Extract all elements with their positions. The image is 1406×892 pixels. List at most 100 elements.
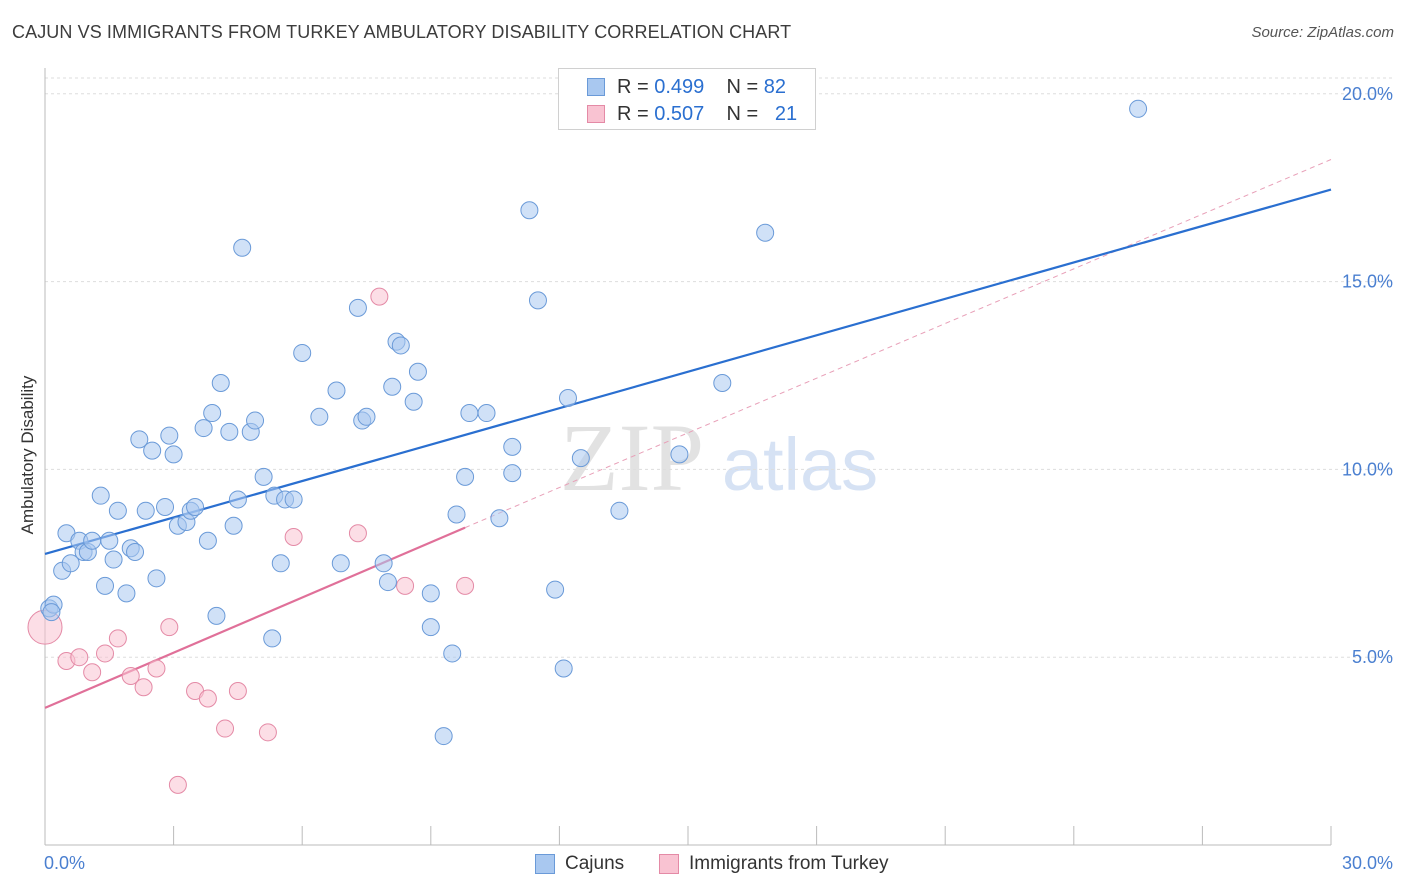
cajuns-point	[378, 573, 397, 592]
cajuns-point	[331, 554, 350, 573]
bottom-legend-swatch-turkey	[659, 854, 679, 874]
cajuns-point	[456, 467, 475, 486]
trend-layer	[44, 159, 1332, 709]
legend-n-value: 21	[774, 102, 798, 125]
cajuns-point	[233, 238, 252, 257]
cajuns-point	[310, 407, 329, 426]
cajuns-point	[293, 343, 312, 362]
turkey-point	[396, 576, 415, 595]
cajuns-point	[96, 576, 115, 595]
cajuns-point	[383, 377, 402, 396]
cajuns-point	[348, 298, 367, 317]
x-tick-label: 0.0%	[44, 853, 85, 873]
turkey-point	[96, 644, 115, 663]
turkey-point	[168, 775, 187, 794]
cajuns-point	[147, 569, 166, 588]
grid-layer	[45, 77, 1395, 658]
cajuns-point	[558, 389, 577, 408]
turkey-point	[228, 682, 247, 700]
legend-r-value: 0.499	[654, 75, 705, 98]
watermark: ZIP atlas	[560, 404, 878, 511]
cajuns-trend-line	[44, 188, 1332, 555]
x-tick-label: 30.0%	[1342, 853, 1393, 873]
cajuns-point	[126, 543, 145, 562]
cajuns-point	[408, 362, 427, 381]
cajuns-point	[477, 404, 496, 423]
cajuns-point	[434, 727, 453, 746]
cajuns-point	[357, 407, 376, 426]
cajuns-point	[117, 584, 136, 603]
cajuns-point	[421, 618, 440, 637]
legend-r-value: 0.507	[654, 102, 705, 125]
cajuns-point	[546, 580, 565, 599]
cajuns-point	[404, 392, 423, 411]
legend-swatch-cajuns	[587, 78, 605, 96]
bottom-legend-label-turkey: Immigrants from Turkey	[689, 853, 889, 874]
turkey-point	[348, 524, 367, 543]
legend-swatch-turkey	[587, 105, 605, 123]
cajuns-point	[756, 223, 775, 242]
axis-layer	[44, 68, 1332, 846]
turkey-trend-line	[44, 526, 466, 709]
cajuns-point	[198, 531, 217, 550]
cajuns-point	[108, 501, 127, 520]
cajuns-point	[447, 505, 466, 524]
cajuns-point	[203, 404, 222, 423]
cajuns-point	[528, 291, 547, 310]
cajuns-point	[503, 437, 522, 456]
legend-row-turkey: R = 0.507 N = 21	[587, 101, 797, 127]
turkey-point	[370, 287, 389, 306]
turkey-point	[160, 618, 179, 637]
cajuns-point	[271, 554, 290, 573]
cajuns-point	[610, 501, 629, 520]
cajuns-point	[374, 554, 393, 573]
cajuns-point	[104, 550, 123, 569]
cajuns-point	[327, 381, 346, 400]
y-tick-label: 5.0%	[1352, 647, 1393, 667]
cajuns-point	[246, 411, 265, 430]
cajuns-point	[503, 464, 522, 483]
cajuns-point	[224, 516, 243, 535]
cajuns-point	[391, 336, 410, 355]
cajuns-point	[443, 644, 462, 663]
legend-n-value: 82	[763, 75, 787, 98]
cajuns-point	[100, 531, 119, 550]
cajuns-point	[713, 374, 732, 392]
turkey-point	[258, 723, 277, 742]
bottom-legend-turkey: Immigrants from Turkey	[659, 852, 889, 876]
legend-r-label: R =	[617, 75, 649, 98]
turkey-point	[216, 719, 235, 738]
cajuns-point	[164, 445, 183, 464]
turkey-point	[198, 689, 217, 708]
cajuns-point	[156, 497, 175, 516]
cajuns-point	[136, 501, 155, 520]
cajuns-point	[130, 430, 149, 449]
y-tick-label: 15.0%	[1342, 272, 1393, 292]
cajuns-point	[284, 490, 303, 509]
cajuns-point	[1129, 99, 1148, 118]
watermark-atlas: atlas	[722, 423, 878, 506]
cajuns-point	[520, 201, 539, 220]
source-credit: Source: ZipAtlas.com	[1251, 24, 1394, 41]
legend-n-label: N =	[726, 75, 759, 98]
cajuns-point	[91, 486, 110, 505]
cajuns-point	[194, 419, 213, 438]
bottom-legend-cajuns: Cajuns	[535, 852, 624, 876]
cajuns-point	[421, 584, 440, 603]
cajuns-point	[143, 441, 162, 460]
turkey-point	[147, 659, 166, 678]
turkey-point	[134, 678, 153, 697]
turkey-point	[70, 648, 89, 667]
cajuns-point	[263, 629, 282, 648]
cajuns-point	[554, 659, 573, 678]
cajuns-point	[83, 531, 102, 550]
y-tick-label: 10.0%	[1342, 459, 1393, 479]
label-layer: 5.0% 10.0% 15.0% 20.0% 0.0% 30.0% Ambulatory D…	[18, 84, 1393, 873]
cajuns-point	[220, 422, 239, 441]
turkey-point	[284, 528, 303, 546]
bottom-legend-label-cajuns: Cajuns	[565, 853, 625, 874]
cajuns-point	[490, 509, 509, 528]
bottom-legend-swatch-cajuns	[535, 854, 555, 874]
cajuns-point	[571, 449, 590, 468]
